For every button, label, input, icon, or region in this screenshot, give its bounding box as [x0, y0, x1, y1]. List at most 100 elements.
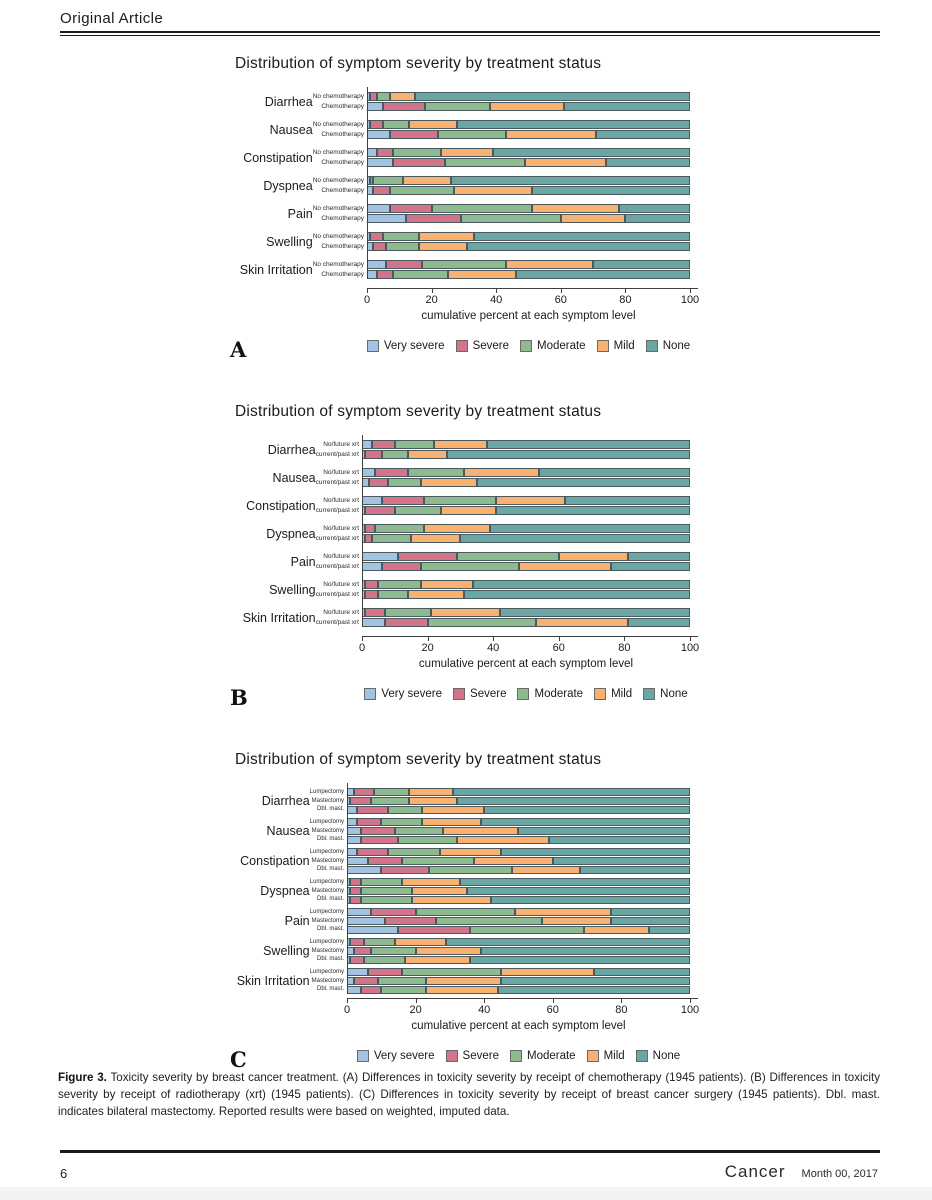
segment-severe: [392, 158, 445, 167]
symptom-name: Pain: [290, 554, 316, 569]
stacked-bar-current-past-xrt: [362, 450, 690, 459]
symptom-group-skin-irritation: Skin Irritation No/future xrt current/past…: [210, 608, 722, 627]
tick-label: 40: [487, 642, 500, 654]
segment-none: [450, 176, 690, 185]
segment-severe: [367, 857, 402, 865]
segment-severe: [375, 468, 408, 477]
row-label: Skin Irritation No/future xrt current/past…: [210, 608, 362, 627]
subgroup-labels: Lumpectomy Mastectomy Dbl. mast.: [310, 818, 344, 844]
segment-very-severe: [347, 818, 358, 826]
row-label: Constipation Lumpectomy Mastectomy Dbl. mas…: [210, 848, 347, 874]
segment-very-severe: [362, 618, 385, 627]
segment-mild: [402, 176, 451, 185]
legend-label: Very severe: [373, 1050, 435, 1062]
segment-mild: [407, 590, 464, 599]
chart-title: Distribution of symptom severity by trea…: [235, 55, 602, 72]
bar-stack-column: [367, 176, 690, 195]
chart-title: Distribution of symptom severity by trea…: [235, 751, 602, 768]
symptom-name: Nausea: [266, 824, 310, 838]
y-axis-line: [367, 87, 368, 279]
subgroup-label: Dbl. mast.: [316, 806, 344, 813]
segment-mild: [489, 102, 564, 111]
stacked-bar-chemotherapy: [367, 102, 690, 111]
row-label: Nausea Lumpectomy Mastectomy Dbl. mast.: [210, 818, 347, 844]
segment-mild: [422, 818, 481, 826]
segment-mild: [408, 797, 457, 805]
stacked-bar-mastectomy: [347, 797, 690, 805]
stacked-bar-mastectomy: [347, 977, 690, 985]
subgroup-label: No/future xrt: [323, 525, 359, 532]
legend-label: Mild: [603, 1050, 625, 1062]
segment-severe: [365, 506, 395, 515]
legend-entry-mild: Mild: [594, 688, 632, 700]
segment-moderate: [421, 260, 506, 269]
stacked-bar-dbl-mast: [347, 896, 690, 904]
plot-area: Diarrhea No/future xrt current/past xrt Nau…: [210, 435, 722, 627]
symptom-name: Diarrhea: [261, 794, 310, 808]
subgroup-label: current/past xrt: [315, 534, 359, 542]
segment-severe: [353, 947, 371, 955]
segment-none: [456, 797, 690, 805]
row-label: Skin Irritation No chemotherapy Chemothera…: [210, 260, 367, 279]
subgroup-label: current/past xrt: [315, 618, 359, 626]
stacked-bar-no-future-xrt: [362, 496, 690, 505]
subgroup-labels: No/future xrt current/past xrt: [316, 580, 359, 599]
bar-stack-column: [347, 938, 690, 964]
symptom-group-skin-irritation: Skin Irritation Lumpectomy Mastectomy Dbl. …: [210, 968, 722, 994]
segment-severe: [360, 836, 399, 844]
segment-severe: [350, 878, 361, 886]
stacked-bar-mastectomy: [347, 917, 690, 925]
segment-very-severe: [347, 827, 361, 835]
tick-mark: [690, 289, 691, 293]
subgroup-labels: No chemotherapy Chemotherapy: [313, 148, 364, 167]
row-label: Dyspnea Lumpectomy Mastectomy Dbl. mast.: [210, 878, 347, 904]
segment-moderate: [457, 552, 559, 561]
tick-label: 100: [680, 642, 700, 654]
symptom-name: Constipation: [246, 498, 316, 513]
tick-mark: [690, 637, 691, 641]
subgroup-labels: No chemotherapy Chemotherapy: [313, 232, 364, 251]
stacked-bar-dbl-mast: [347, 986, 690, 994]
segment-severe: [365, 608, 385, 617]
subgroup-label: Chemotherapy: [321, 186, 364, 194]
segment-moderate: [401, 857, 474, 865]
symptom-group-constipation: Constipation Lumpectomy Mastectomy Dbl. mas…: [210, 848, 722, 874]
segment-moderate: [360, 887, 413, 895]
stacked-bar-lumpectomy: [347, 848, 690, 856]
symptom-name: Skin Irritation: [242, 610, 316, 625]
stacked-bar-no-chemotherapy: [367, 92, 690, 101]
segment-none: [489, 524, 690, 533]
segment-mild: [418, 242, 468, 251]
row-label: Pain No chemotherapy Chemotherapy: [210, 204, 367, 223]
legend: Very severe Severe Moderate Mild None: [347, 1047, 690, 1062]
symptom-name: Nausea: [272, 470, 316, 485]
segment-none: [473, 580, 690, 589]
subgroup-label: No/future xrt: [323, 441, 359, 448]
segment-mild: [501, 968, 594, 976]
subgroup-label: Chemotherapy: [321, 270, 364, 278]
legend-label: Mild: [611, 688, 633, 700]
segment-severe: [370, 92, 377, 101]
segment-very-severe: [347, 788, 354, 796]
segment-moderate: [371, 797, 409, 805]
segment-moderate: [425, 102, 490, 111]
segment-moderate: [360, 896, 413, 904]
segment-moderate: [377, 977, 426, 985]
legend-entry-severe: Severe: [445, 1050, 499, 1062]
mild-swatch-icon: [586, 1050, 599, 1062]
y-axis-line: [362, 435, 363, 627]
segment-none: [627, 618, 690, 627]
segment-mild: [422, 806, 485, 814]
segment-moderate: [364, 956, 406, 964]
x-axis-ticks: [362, 637, 691, 641]
segment-mild: [439, 848, 502, 856]
subgroup-label: No/future xrt: [323, 469, 359, 476]
segment-none: [552, 857, 690, 865]
segment-moderate: [384, 608, 431, 617]
segment-mild: [405, 956, 471, 964]
symptom-group-nausea: Nausea No chemotherapy Chemotherapy: [210, 120, 722, 139]
subgroup-labels: Lumpectomy Mastectomy Dbl. mast.: [310, 908, 344, 934]
legend-label: Moderate: [534, 688, 584, 700]
segment-mild: [515, 908, 612, 916]
header-rule-thin: [60, 35, 880, 36]
